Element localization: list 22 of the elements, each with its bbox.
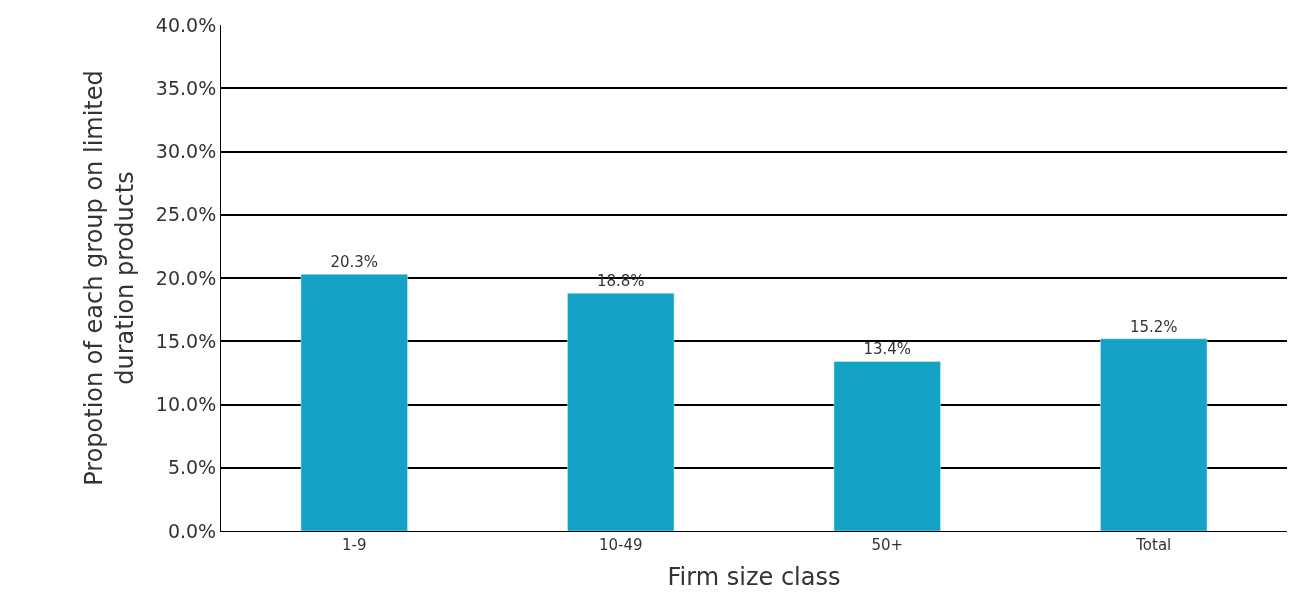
y-tick-label: 30.0% [155, 140, 217, 163]
y-tick-label: 5.0% [167, 456, 217, 479]
y-tick-label: 10.0% [155, 393, 217, 416]
x-tick-label: 1-9 [342, 536, 367, 554]
y-tick-label: 20.0% [155, 266, 217, 289]
x-tick-label: 10-49 [598, 536, 643, 554]
x-axis-title: Firm size class [667, 563, 841, 592]
bar [567, 292, 675, 531]
data-label: 20.3% [330, 253, 379, 272]
x-tick-label: 50+ [871, 536, 904, 554]
y-tick-label: 15.0% [155, 329, 217, 352]
x-tick-label: Total [1135, 536, 1172, 554]
y-tick-label: 40.0% [155, 13, 217, 36]
bar [300, 273, 408, 531]
data-label: 15.2% [1129, 317, 1178, 336]
y-tick-label: 35.0% [155, 76, 217, 99]
y-axis-title: Propotion of each group on limited duration products [79, 70, 139, 486]
bar [1100, 338, 1208, 531]
y-tick-label: 25.0% [155, 203, 217, 226]
y-tick-label: 0.0% [167, 519, 217, 542]
bar [833, 361, 941, 531]
data-label: 13.4% [863, 340, 912, 359]
